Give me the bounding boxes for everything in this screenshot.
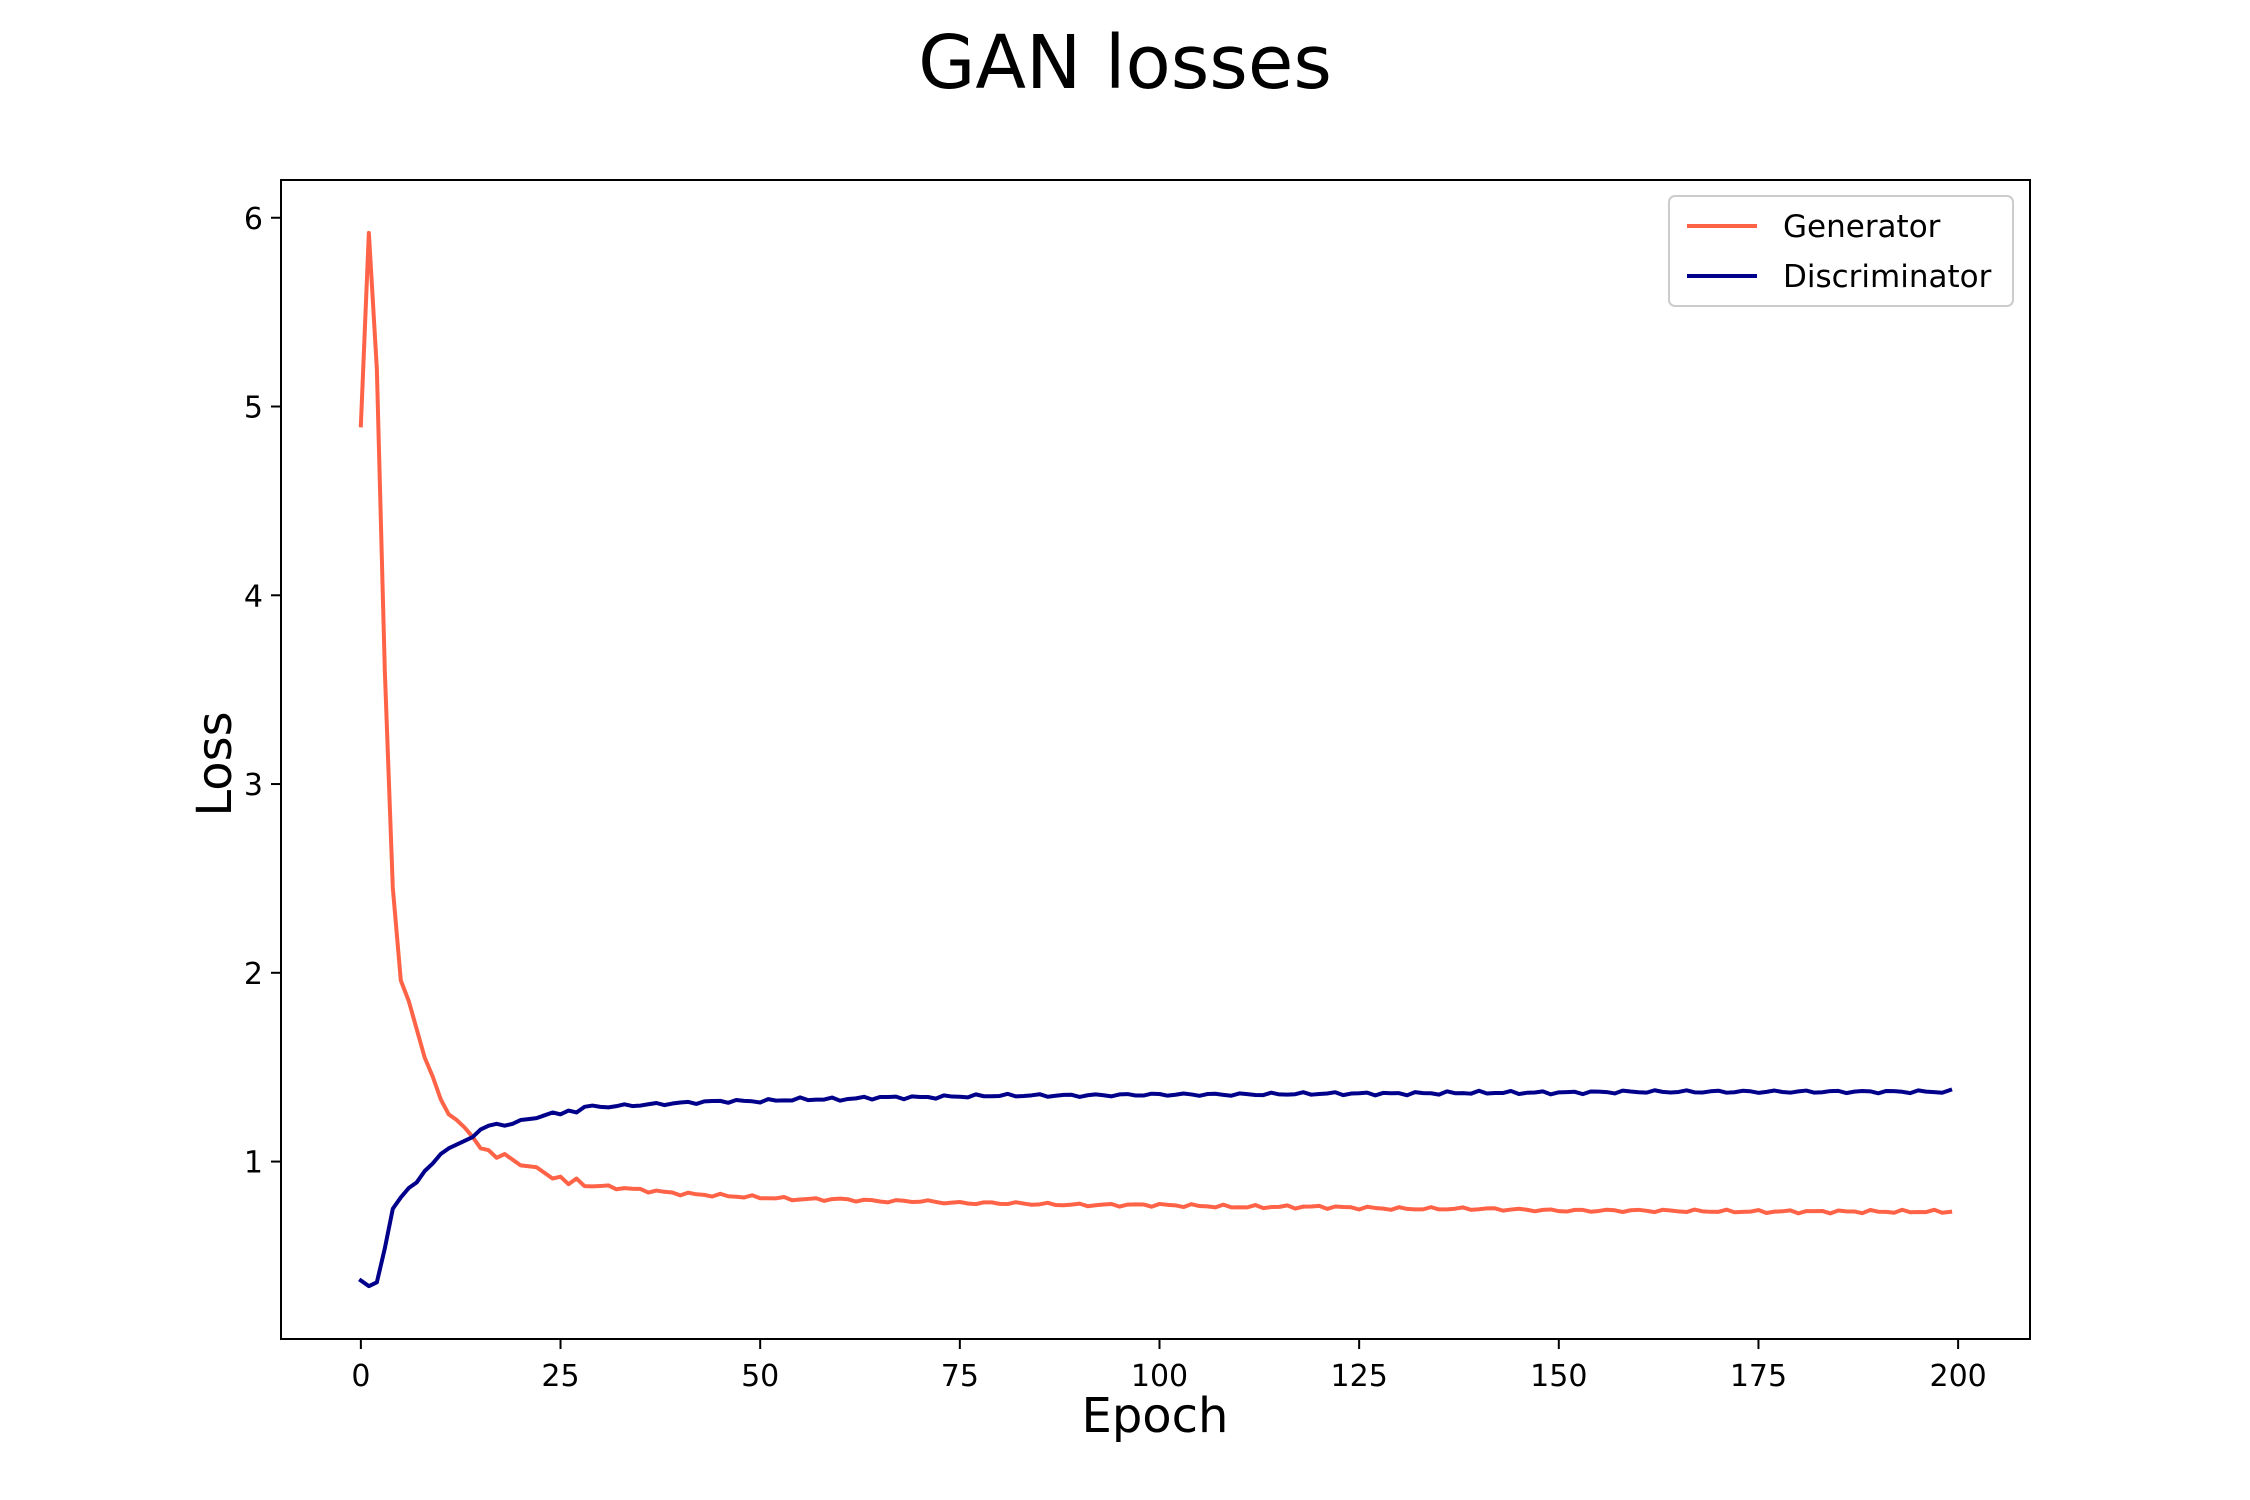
legend: Generator Discriminator (1668, 195, 2014, 307)
legend-label-discriminator: Discriminator (1783, 259, 1992, 295)
x-tick-label: 125 (1331, 1359, 1388, 1394)
y-tick-label: 5 (244, 391, 263, 426)
y-axis: 1 2 3 4 5 6 (244, 202, 281, 1181)
x-tick-label: 75 (941, 1359, 979, 1394)
x-tick-label: 200 (1929, 1359, 1986, 1394)
y-tick-label: 4 (244, 579, 263, 614)
x-axis-label: Epoch (1082, 1388, 1229, 1444)
chart-title: GAN losses (918, 20, 1332, 106)
y-tick-label: 2 (244, 957, 263, 992)
x-tick-label: 0 (351, 1359, 370, 1394)
legend-label-generator: Generator (1783, 209, 1941, 245)
x-axis: 0 25 50 75 100 125 150 175 200 (351, 1339, 1987, 1394)
x-tick-label: 100 (1131, 1359, 1188, 1394)
series-layer (358, 230, 1953, 1289)
y-tick-label: 1 (244, 1146, 263, 1181)
legend-frame (1668, 195, 2014, 307)
y-axis-label: Loss (187, 711, 243, 816)
discriminator-line (358, 1087, 1953, 1289)
x-tick-label: 175 (1730, 1359, 1787, 1394)
generator-line (358, 230, 1953, 1216)
x-tick-label: 50 (741, 1359, 779, 1394)
x-tick-label: 25 (541, 1359, 579, 1394)
x-tick-label: 150 (1530, 1359, 1587, 1394)
y-tick-label: 6 (244, 202, 263, 237)
y-tick-label: 3 (244, 768, 263, 803)
plot-area (280, 179, 2031, 1340)
